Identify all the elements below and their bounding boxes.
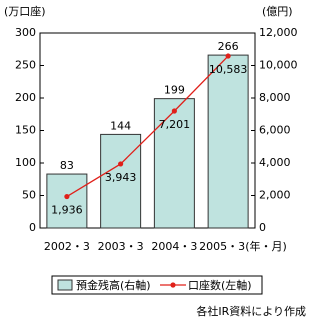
- y-tick-label: 100: [15, 156, 36, 169]
- line-point: [225, 53, 231, 59]
- x-tick-label: 2005・3: [199, 240, 245, 253]
- y-tick-label: 0: [29, 221, 36, 234]
- bar-value-label: 266: [218, 40, 239, 53]
- line-value-label: 3,943: [105, 171, 137, 184]
- chart: (万口座) (億円) (年・月) 各社IR資料により作成 0 50 100 150 20…: [4, 4, 306, 318]
- y-tick-label: 50: [22, 189, 36, 202]
- bar: [153, 98, 195, 229]
- bar-value-label: 144: [110, 119, 131, 132]
- y-axis-label: (万口座): [4, 4, 46, 18]
- legend-swatch: [57, 279, 73, 291]
- y-tick-label: 150: [15, 124, 36, 137]
- y2-axis-label: (億円): [262, 5, 293, 18]
- bar: [207, 54, 249, 229]
- bar-value-label: 83: [60, 159, 74, 172]
- line-point: [64, 193, 70, 200]
- x-tick-label: 2004・3: [151, 240, 197, 253]
- line: [66, 55, 229, 198]
- y-tick-label: 300: [15, 26, 36, 39]
- x-tick-label: 2002・3: [44, 240, 90, 253]
- bar: [46, 173, 88, 229]
- line-value-label: 1,936: [51, 204, 83, 217]
- legend-swatch: [170, 282, 176, 288]
- x-tick-label: 2003・3: [98, 240, 144, 253]
- y-tick-label: 250: [15, 59, 36, 72]
- y2-tick-label: 0: [259, 221, 266, 234]
- bar-value-label: 199: [164, 84, 185, 97]
- y2-tick-label: 10,000: [259, 59, 298, 72]
- line-value-label: 10,583: [209, 63, 248, 76]
- line-point: [171, 108, 177, 114]
- line-point: [118, 161, 124, 167]
- y2-tick-label: 4,000: [259, 156, 291, 169]
- x-axis-label: (年・月): [245, 239, 287, 253]
- legend-label: 口座数(左軸): [188, 278, 252, 292]
- y2-tick-label: 2,000: [259, 189, 291, 202]
- legend-label: 預金残高(右軸): [76, 278, 151, 292]
- legend-frame: [51, 275, 263, 295]
- y-tick-label: 200: [15, 91, 36, 104]
- y2-tick-label: 8,000: [259, 91, 291, 104]
- source-note: 各社IR資料により作成: [196, 304, 306, 318]
- line-value-label: 7,201: [159, 118, 191, 131]
- y2-tick-label: 12,000: [259, 26, 298, 39]
- y2-tick-label: 6,000: [259, 124, 291, 137]
